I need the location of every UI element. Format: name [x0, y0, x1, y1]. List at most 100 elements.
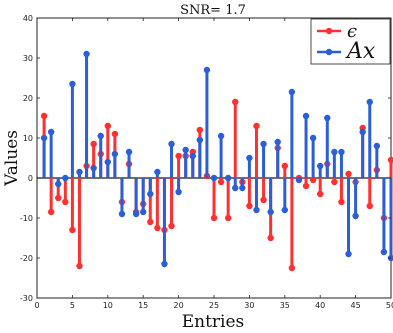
stem-marker: [40, 134, 48, 142]
stem-marker: [83, 50, 90, 58]
stem-marker: [380, 248, 388, 256]
stem-marker: [104, 158, 112, 166]
stem-marker: [345, 170, 352, 178]
stem-marker: [76, 262, 83, 270]
legend-label: Ax: [345, 39, 376, 64]
stem-marker: [217, 178, 225, 186]
legend: ϵAx: [310, 18, 391, 65]
legend-swatch-marker: [325, 48, 333, 56]
stem-marker: [125, 148, 133, 156]
x-tick-label: 50: [386, 301, 393, 310]
y-tick-label: 10: [23, 134, 33, 143]
stem-marker: [302, 182, 310, 190]
stem-marker: [196, 136, 204, 144]
stem-marker: [210, 174, 218, 182]
stem-marker: [69, 80, 76, 88]
stem-marker: [97, 132, 104, 140]
stem-marker: [203, 66, 211, 74]
y-tick-label: 20: [23, 94, 33, 103]
stem-marker: [338, 148, 345, 156]
stem-marker: [288, 264, 296, 272]
stem-marker: [267, 208, 274, 216]
x-axis-ticks: 0 5 10 15 20 25 30 35 40 45 50: [34, 18, 393, 310]
stem-marker: [154, 224, 161, 232]
y-tick-label: -20: [20, 254, 33, 263]
stem-marker: [232, 98, 239, 106]
stem-marker: [62, 174, 69, 182]
stem-marker: [324, 114, 331, 122]
stems: [40, 50, 393, 272]
stem-marker: [331, 148, 338, 156]
series-epsilon: [40, 98, 393, 272]
stem-marker: [366, 98, 373, 106]
stem-marker: [118, 210, 126, 218]
stem-marker: [47, 128, 55, 136]
stem-marker: [132, 210, 140, 218]
stem-marker: [62, 198, 69, 206]
x-tick-label: 45: [351, 301, 361, 310]
stem-marker: [224, 174, 232, 182]
stem-marker: [246, 154, 253, 162]
x-tick-label: 30: [244, 301, 254, 310]
x-tick-label: 5: [70, 301, 75, 310]
stem-marker: [111, 150, 119, 158]
stem-marker: [104, 122, 112, 130]
stem-marker: [281, 162, 288, 170]
y-tick-label: 0: [28, 174, 33, 183]
stem-marker: [239, 184, 246, 192]
stem-marker: [147, 190, 154, 198]
stem-marker: [317, 162, 324, 170]
legend-label: ϵ: [347, 21, 357, 42]
legend-box: [310, 18, 391, 65]
stem-marker: [55, 194, 62, 202]
stem-marker: [352, 212, 359, 220]
x-tick-label: 0: [34, 301, 39, 310]
x-tick-label: 40: [315, 301, 325, 310]
stem-marker: [260, 140, 267, 148]
x-tick-label: 15: [138, 301, 148, 310]
stem-marker: [161, 260, 168, 268]
stem-marker: [69, 226, 76, 234]
stem-marker: [140, 208, 147, 216]
y-tick-label: -30: [20, 294, 33, 303]
stem-marker: [309, 134, 317, 142]
stem-marker: [246, 202, 253, 210]
stem-marker: [196, 126, 204, 134]
stem-marker: [76, 168, 83, 176]
stem-marker: [175, 188, 182, 196]
stem-marker: [90, 140, 97, 148]
stem-marker: [260, 196, 267, 204]
stem-marker: [147, 218, 154, 226]
stem-marker: [111, 130, 119, 138]
stem-marker: [232, 184, 239, 192]
series-ax: [40, 50, 393, 268]
stem-marker: [40, 112, 48, 120]
stem-marker: [168, 222, 175, 230]
stem-marker: [359, 128, 366, 136]
stem-marker: [168, 140, 175, 148]
stem-marker: [154, 168, 161, 176]
stem-marker: [253, 122, 260, 130]
stem-marker: [373, 142, 381, 150]
stem-marker: [288, 88, 296, 96]
stem-marker: [274, 138, 281, 146]
stem-marker: [302, 112, 310, 120]
stem-marker: [189, 152, 196, 160]
stem-marker: [309, 176, 317, 184]
stem-marker: [281, 206, 288, 214]
x-tick-label: 20: [174, 301, 184, 310]
x-axis-title: Entries: [182, 312, 245, 332]
stem-marker: [345, 250, 352, 258]
stem-marker: [338, 198, 345, 206]
stem-marker: [267, 234, 274, 242]
stem-marker: [182, 146, 189, 154]
chart-title: SNR= 1.7: [180, 3, 246, 18]
stem-marker: [317, 190, 324, 198]
stem-marker: [217, 132, 225, 140]
stem-marker: [47, 208, 55, 216]
stem-marker: [210, 214, 218, 222]
stem-marker: [253, 206, 260, 214]
y-axis-ticks: -30 -20 -10 0 10 20 30 40: [20, 14, 391, 303]
y-axis-title: Values: [2, 130, 22, 187]
